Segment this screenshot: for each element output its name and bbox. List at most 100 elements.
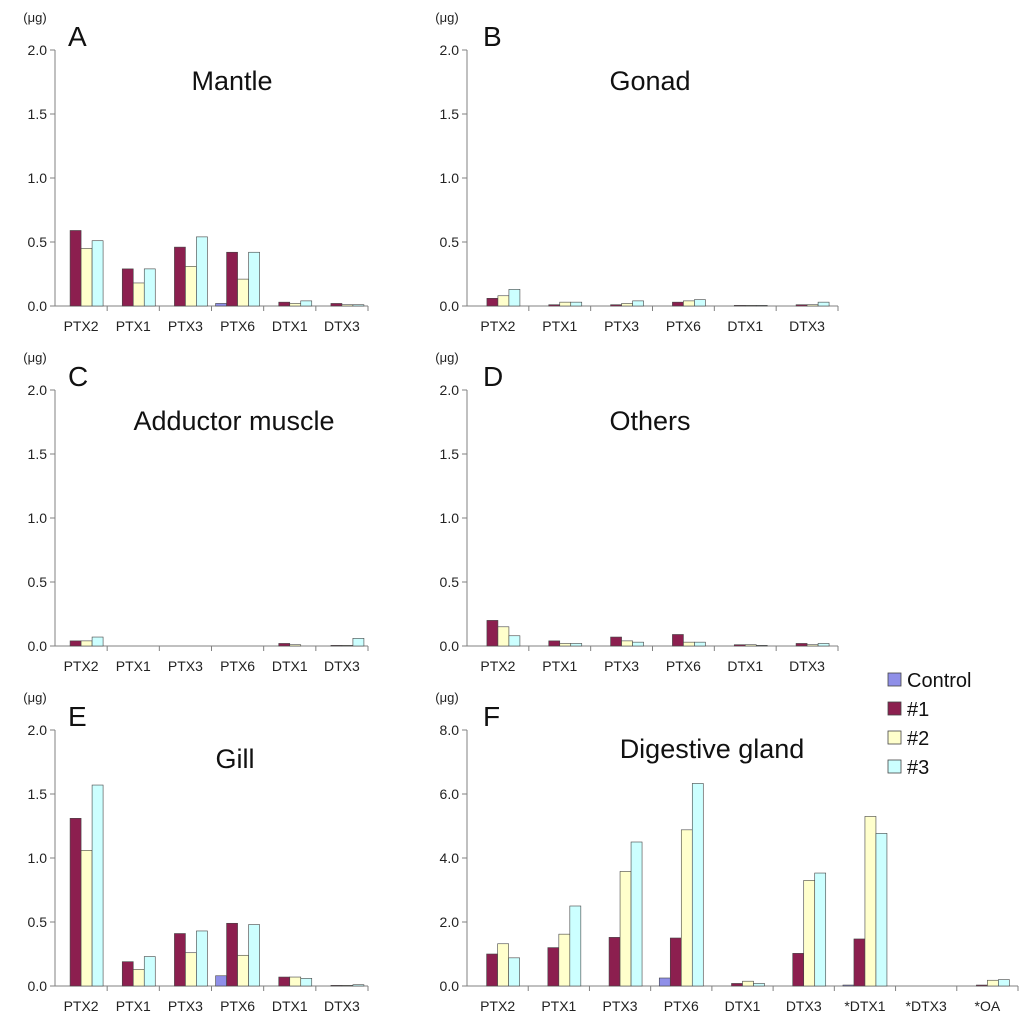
x-tick-label: PTX3 [168, 318, 203, 334]
bar-s3-PTX2 [91, 784, 104, 987]
bar-s3-DTX1 [300, 978, 313, 987]
bar-s1-PTX3 [610, 636, 622, 647]
x-tick-label: PTX3 [604, 658, 639, 674]
bar-s2-DTX1 [742, 980, 754, 987]
unit-label: (μg) [435, 10, 458, 25]
bar-s2-DTX3 [341, 645, 354, 647]
bar-s2-DTX1 [289, 976, 302, 987]
bar-Control-PTX6 [658, 977, 671, 987]
bar-s3-DTX3 [352, 638, 365, 647]
y-tick-label: 6.0 [440, 786, 460, 802]
bar-Control-star-DTX1 [842, 984, 855, 987]
y-tick-label: 1.0 [28, 850, 48, 866]
bar-s3-PTX1 [570, 301, 583, 307]
bar-s3-PTX3 [196, 236, 208, 307]
x-tick-label: PTX1 [542, 318, 577, 334]
bar-s2-PTX2 [80, 640, 93, 647]
bar-s3-DTX1 [300, 300, 313, 307]
y-tick-label: 4.0 [440, 850, 460, 866]
bar-s2-PTX3 [621, 303, 633, 307]
bar-s3-PTX2 [91, 636, 104, 647]
panel-letter: C [68, 361, 88, 392]
bar-s1-DTX3 [792, 953, 805, 987]
legend-swatch [887, 759, 902, 774]
panel-letter: F [483, 701, 500, 732]
panel-letter: A [68, 21, 87, 52]
unit-label: (μg) [435, 690, 458, 705]
y-tick-label: 1.5 [440, 106, 460, 122]
legend-entry: Control [907, 670, 971, 692]
bar-s2-PTX1 [559, 301, 572, 307]
x-tick-label: PTX6 [664, 998, 699, 1014]
bar-s3-DTX1 [755, 305, 768, 307]
x-tick-label: DTX1 [727, 658, 763, 674]
x-tick-label: *OA [975, 998, 1001, 1014]
x-tick-label: PTX6 [220, 998, 255, 1014]
bar-s3-DTX1 [753, 983, 765, 987]
x-tick-label: PTX6 [220, 658, 255, 674]
bar-s1-PTX2 [486, 953, 498, 987]
bar-s3-PTX3 [632, 641, 644, 647]
x-tick-label: DTX3 [324, 658, 360, 674]
bar-s3-PTX2 [508, 289, 521, 307]
bar-s2-PTX6 [683, 300, 695, 307]
x-tick-label: PTX6 [220, 318, 255, 334]
panel-E: 0.0 0.5 1.0 1.5 2.0 (μg) E Gill PTX2 PTX1 PTX3 PTX6… [23, 690, 369, 1014]
x-tick-label: PTX1 [116, 998, 151, 1014]
bar-s1-DTX1 [278, 301, 291, 307]
bar-s1-PTX6 [226, 922, 238, 987]
bar-s2-PTX6 [683, 641, 695, 647]
bar-s1-DTX1 [278, 976, 291, 987]
bar-s2-PTX1 [132, 282, 145, 307]
y-tick-label: 8.0 [440, 722, 460, 738]
x-tick-label: PTX1 [116, 658, 151, 674]
y-tick-label: 0.0 [440, 638, 460, 654]
y-tick-label: 2.0 [28, 722, 48, 738]
x-tick-label: PTX1 [542, 658, 577, 674]
bar-s1-PTX1 [121, 961, 134, 987]
bar-s1-PTX6 [226, 251, 238, 307]
bar-s1-PTX3 [608, 937, 621, 987]
y-tick-label: 0.0 [440, 978, 460, 994]
bar-s2-PTX3 [619, 871, 632, 987]
bar-s3-DTX1 [755, 645, 768, 647]
y-tick-label: 0.0 [28, 978, 48, 994]
x-tick-label: PTX2 [64, 998, 99, 1014]
bar-s1-PTX1 [548, 640, 561, 647]
bar-s3-PTX6 [248, 251, 260, 307]
bar-s2-PTX2 [497, 295, 510, 307]
x-tick-label: PTX2 [480, 318, 515, 334]
y-tick-label: 0.5 [28, 574, 48, 590]
bar-s3-PTX3 [630, 841, 643, 987]
y-tick-label: 0.0 [28, 298, 48, 314]
panel-letter: E [68, 701, 87, 732]
bar-s3-PTX2 [91, 240, 104, 307]
panel-title: Others [609, 406, 690, 436]
x-tick-label: PTX2 [480, 998, 515, 1014]
bar-s1-star-DTX1 [853, 938, 866, 987]
bar-s2-PTX1 [132, 969, 145, 987]
y-tick-label: 1.0 [440, 170, 460, 186]
bar-s1-PTX6 [672, 301, 684, 307]
legend-swatch [887, 730, 902, 745]
bar-s2-PTX3 [185, 266, 197, 307]
bar-s3-DTX3 [814, 872, 827, 987]
x-tick-label: PTX3 [168, 998, 203, 1014]
bar-s1-PTX6 [672, 634, 684, 647]
y-tick-label: 2.0 [440, 382, 460, 398]
bar-s3-PTX6 [694, 299, 706, 307]
y-tick-label: 1.0 [440, 510, 460, 526]
bar-s1-DTX1 [731, 983, 743, 987]
panel-title: Gill [216, 744, 255, 774]
x-tick-label: *DTX1 [844, 998, 885, 1014]
legend-swatch [887, 701, 902, 716]
bar-s2-PTX2 [497, 943, 509, 987]
legend-entry: #2 [907, 728, 929, 750]
bar-s3-PTX6 [248, 924, 260, 987]
x-tick-label: DTX1 [272, 658, 308, 674]
x-tick-label: PTX2 [64, 658, 99, 674]
unit-label: (μg) [23, 690, 46, 705]
y-tick-label: 2.0 [28, 382, 48, 398]
bar-s1-PTX1 [121, 268, 134, 307]
